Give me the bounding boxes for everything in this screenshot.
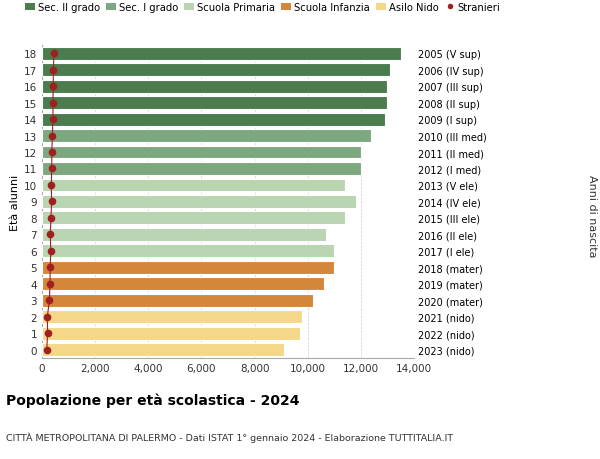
Bar bbox=[42, 311, 302, 323]
Bar bbox=[42, 229, 326, 241]
Bar bbox=[42, 48, 401, 61]
Bar bbox=[42, 81, 388, 93]
Bar bbox=[42, 64, 390, 77]
Bar bbox=[42, 327, 300, 340]
Text: Anni di nascita: Anni di nascita bbox=[587, 174, 597, 257]
Bar bbox=[42, 130, 371, 143]
Bar bbox=[42, 212, 345, 225]
Text: CITTÀ METROPOLITANA DI PALERMO - Dati ISTAT 1° gennaio 2024 - Elaborazione TUTTI: CITTÀ METROPOLITANA DI PALERMO - Dati IS… bbox=[6, 431, 453, 442]
Bar bbox=[42, 146, 361, 159]
Bar bbox=[42, 294, 313, 307]
Bar bbox=[42, 196, 356, 208]
Legend: Sec. II grado, Sec. I grado, Scuola Primaria, Scuola Infanzia, Asilo Nido, Stran: Sec. II grado, Sec. I grado, Scuola Prim… bbox=[25, 2, 500, 12]
Text: Popolazione per età scolastica - 2024: Popolazione per età scolastica - 2024 bbox=[6, 392, 299, 407]
Bar bbox=[42, 245, 334, 257]
Bar bbox=[42, 97, 388, 110]
Y-axis label: Età alunni: Età alunni bbox=[10, 174, 20, 230]
Bar bbox=[42, 179, 345, 192]
Bar bbox=[42, 278, 323, 291]
Bar bbox=[42, 261, 334, 274]
Bar bbox=[42, 162, 361, 175]
Bar bbox=[42, 113, 385, 126]
Bar bbox=[42, 343, 284, 356]
